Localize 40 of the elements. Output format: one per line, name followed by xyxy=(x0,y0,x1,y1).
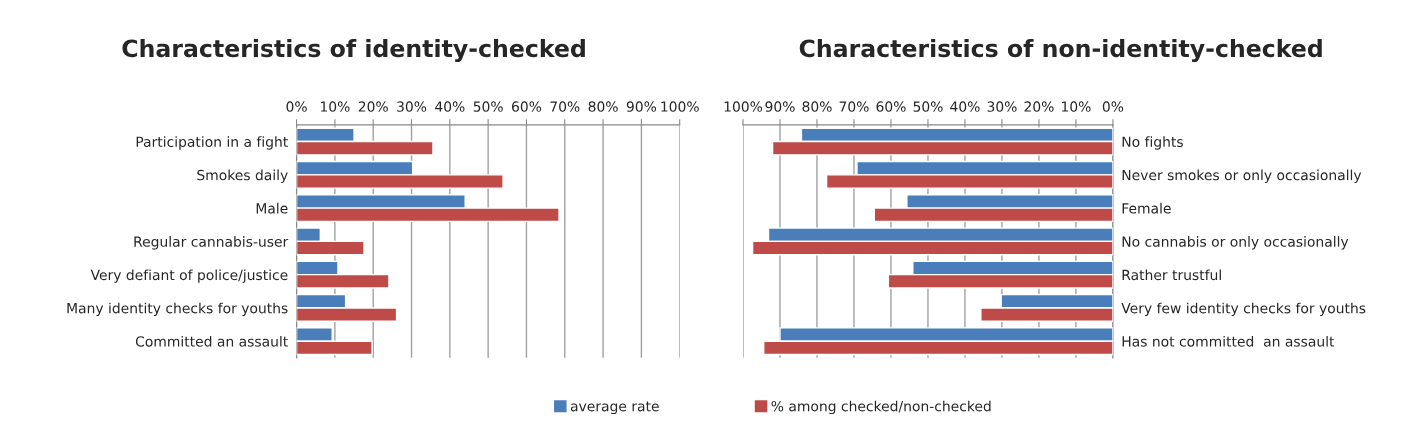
x-tick-label: 90% xyxy=(765,101,795,112)
legend-label: % among checked/non-checked xyxy=(771,400,991,415)
x-tick-label: 0% xyxy=(286,101,307,112)
x-tick-label: 30% xyxy=(987,101,1017,112)
x-tick-label: 50% xyxy=(473,101,503,112)
x-tick-label: 100% xyxy=(661,101,699,112)
chart-title: Characteristics of identity-checked xyxy=(122,38,585,63)
x-tick-label: 70% xyxy=(550,101,580,112)
x-tick-label: 80% xyxy=(802,101,832,112)
y-tick-label: Participation in a fight xyxy=(136,136,288,150)
chart-title: Characteristics of non-identity-checked xyxy=(799,38,1322,63)
x-tick-label: 0% xyxy=(1102,101,1124,112)
x-tick-label: 40% xyxy=(950,101,980,112)
x-tick-label: 20% xyxy=(1024,101,1054,112)
y-tick-label: Rather trustful xyxy=(1122,269,1221,281)
y-tick-label: Very few identity checks for youths xyxy=(1121,302,1366,317)
x-tick-label: 20% xyxy=(358,101,388,112)
x-tick-label: 60% xyxy=(511,101,542,112)
x-tick-label: 80% xyxy=(588,101,618,112)
x-tick-label: 90% xyxy=(626,101,657,112)
y-tick-label: Has not committed an assault xyxy=(1122,335,1335,347)
y-tick-label: Very defiant of police/justice xyxy=(90,269,288,283)
x-tick-label: 30% xyxy=(397,101,427,112)
x-tick-label: 40% xyxy=(435,101,465,112)
legend-label: average rate xyxy=(570,401,659,415)
y-tick-label: Regular cannabis-user xyxy=(134,236,289,250)
y-tick-label: No fights xyxy=(1122,136,1183,150)
y-tick-label: Never smokes or only occasionally xyxy=(1122,169,1362,183)
y-tick-label: Committed an assault xyxy=(135,335,288,347)
x-tick-label: 70% xyxy=(839,101,869,112)
x-tick-label: 10% xyxy=(320,101,350,112)
y-tick-label: No cannabis or only occasionally xyxy=(1122,236,1349,250)
y-tick-label: Smokes daily xyxy=(197,169,288,183)
x-tick-label: 100% xyxy=(724,101,763,112)
x-tick-label: 60% xyxy=(876,101,906,112)
y-tick-label: Many identity checks for youths xyxy=(67,302,288,317)
x-tick-label: 10% xyxy=(1062,101,1091,112)
y-tick-label: Male xyxy=(256,202,288,214)
x-tick-label: 50% xyxy=(913,101,943,112)
y-tick-label: Female xyxy=(1122,202,1171,214)
